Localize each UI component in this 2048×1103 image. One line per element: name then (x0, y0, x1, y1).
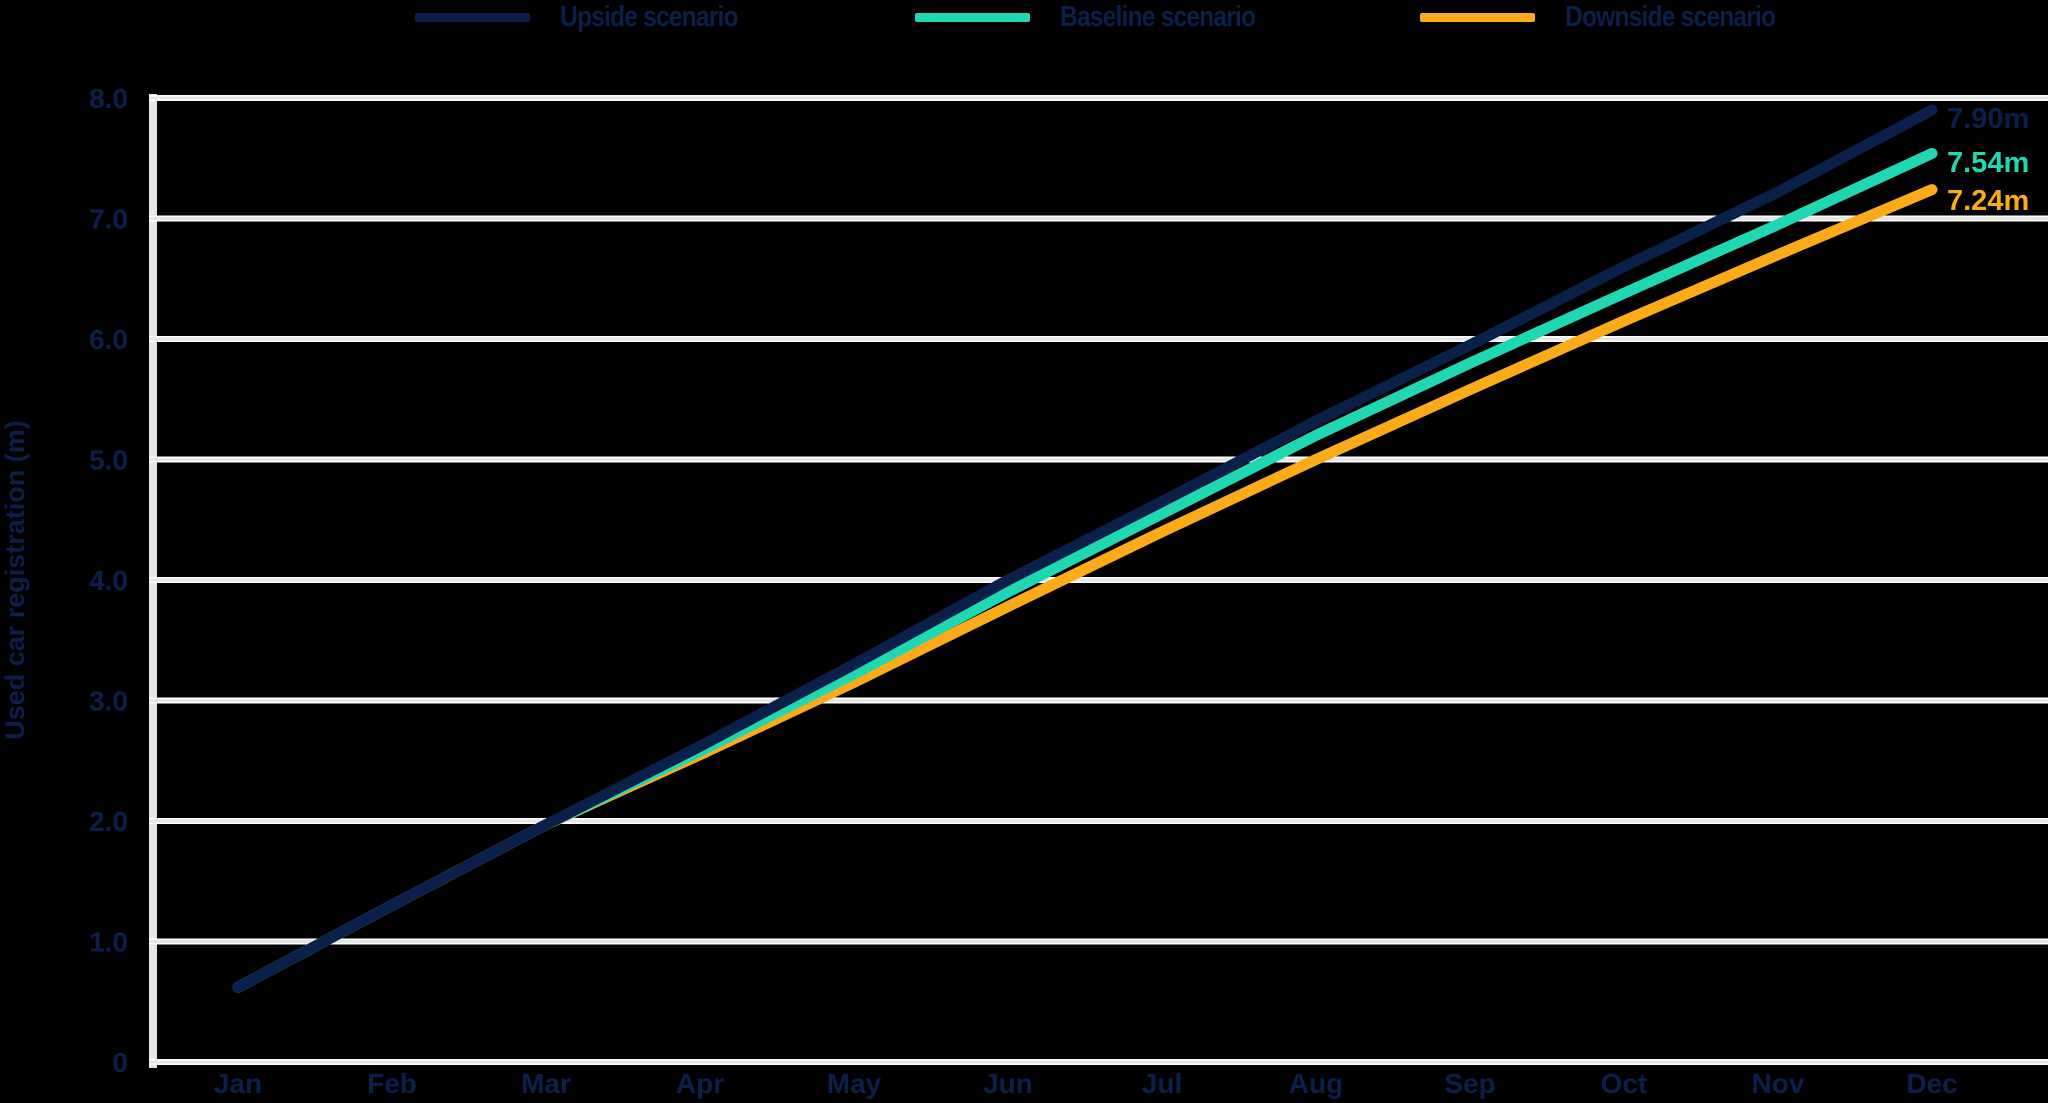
x-tick-label: Nov (1752, 1068, 1805, 1099)
gridlines (149, 94, 2048, 1068)
x-tick-label: Apr (676, 1068, 724, 1099)
legend-item-downside: Downside scenario (1420, 0, 1812, 34)
gridline-inner (149, 458, 2048, 461)
x-axis-ticks: Jan Feb Mar Apr May Jun Jul Aug Sep Oct Nov Dec (214, 1068, 1958, 1099)
series-line-downside (232, 184, 1938, 993)
gridline-inner (149, 217, 2048, 220)
x-tick-label: Dec (1906, 1068, 1957, 1099)
y-axis-label: Used car registration (m) (0, 420, 30, 740)
legend-item-upside: Upside scenario (415, 0, 769, 34)
legend-swatch-baseline (915, 12, 1030, 22)
x-tick-label: Mar (521, 1068, 571, 1099)
x-tick-label: Jun (983, 1068, 1033, 1099)
x-tick-label: Jul (1142, 1068, 1182, 1099)
y-tick-label: 6.0 (89, 324, 128, 355)
gridline-inner (149, 940, 2048, 943)
x-tick-label: Jan (214, 1068, 262, 1099)
x-tick-label: Aug (1289, 1068, 1343, 1099)
legend-item-baseline: Baseline scenario (915, 0, 1290, 34)
legend-swatch-downside (1420, 12, 1535, 22)
end-labels: 7.90m 7.54m 7.24m (1947, 103, 2029, 217)
y-tick-label: 8.0 (89, 83, 128, 114)
y-tick-label: 7.0 (89, 204, 128, 235)
legend-label-baseline: Baseline scenario (1060, 0, 1256, 33)
x-tick-label: May (827, 1068, 882, 1099)
legend-label-downside: Downside scenario (1565, 0, 1776, 33)
x-tick-label: Oct (1601, 1068, 1648, 1099)
end-label-downside: 7.24m (1947, 185, 2029, 217)
y-tick-label: 5.0 (89, 445, 128, 476)
y-tick-label: 2.0 (89, 806, 128, 837)
gridline-inner (149, 96, 2048, 100)
gridline-inner (149, 578, 2048, 582)
legend-label-upside: Upside scenario (560, 0, 739, 33)
y-tick-label: 3.0 (89, 686, 128, 717)
series-lines (232, 104, 1938, 993)
chart-legend: Upside scenario Baseline scenario Downsi… (0, 0, 2048, 34)
y-tick-label: 1.0 (89, 927, 128, 958)
y-tick-label: 0 (112, 1047, 128, 1078)
gridline-inner (149, 1060, 2048, 1064)
gridline-inner (149, 337, 2048, 341)
gridline-inner (149, 819, 2048, 823)
gridline-inner (149, 699, 2048, 702)
y-tick-label: 4.0 (89, 565, 128, 596)
x-tick-label: Sep (1444, 1068, 1495, 1099)
y-axis-ticks: 0 1.0 2.0 3.0 4.0 5.0 6.0 7.0 8.0 (89, 83, 128, 1078)
series-line-upside (232, 104, 1938, 993)
legend-swatch-upside (415, 12, 530, 22)
x-tick-label: Feb (367, 1068, 417, 1099)
end-label-upside: 7.90m (1947, 103, 2029, 135)
end-label-baseline: 7.54m (1947, 147, 2029, 179)
